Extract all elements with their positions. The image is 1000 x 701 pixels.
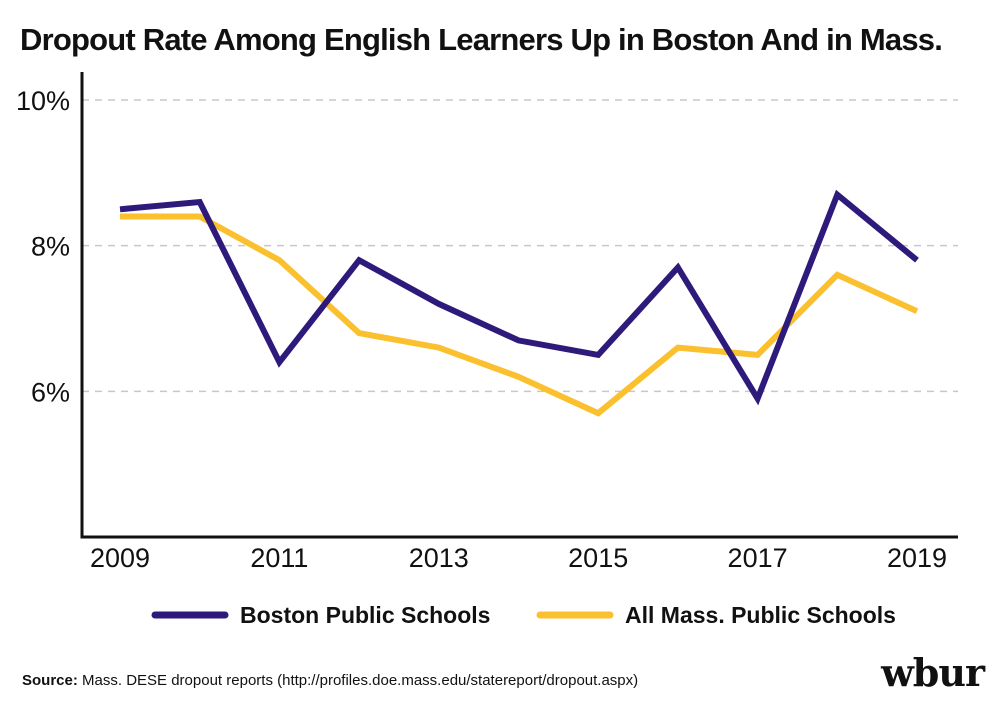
chart-title: Dropout Rate Among English Learners Up i… (20, 22, 943, 57)
x-tick-label: 2015 (568, 543, 628, 573)
y-tick-label: 8% (31, 232, 70, 262)
series-line-boston (119, 189, 919, 406)
x-tick-label: 2009 (90, 543, 150, 573)
y-tick-label: 6% (31, 377, 70, 407)
y-tick-label: 10% (16, 86, 70, 116)
source-note: Source: Mass. DESE dropout reports (http… (22, 672, 638, 689)
x-tick-label: 2013 (409, 543, 469, 573)
x-tick-label: 2019 (887, 543, 947, 573)
source-text: Mass. DESE dropout reports (http://profi… (82, 672, 639, 689)
wbur-logo: wbur (881, 650, 985, 695)
legend-label: All Mass. Public Schools (625, 602, 896, 628)
source-label: Source: (22, 672, 78, 689)
x-tick-label: 2011 (250, 543, 308, 573)
x-tick-label: 2017 (728, 543, 788, 573)
legend-label: Boston Public Schools (240, 602, 490, 628)
